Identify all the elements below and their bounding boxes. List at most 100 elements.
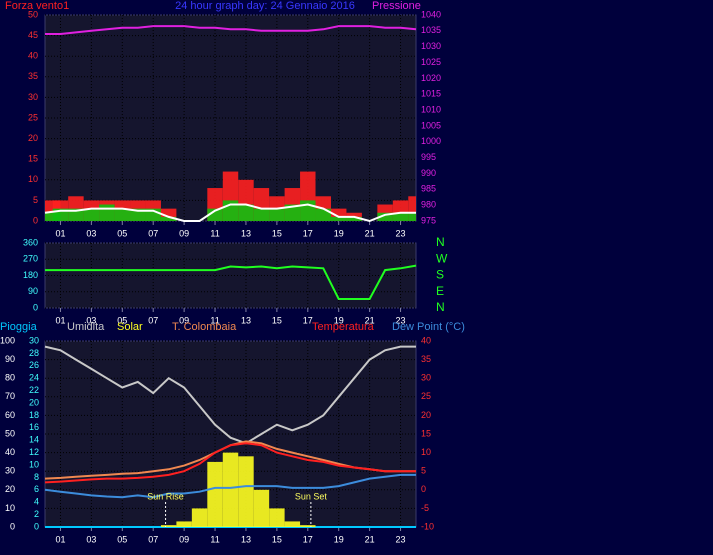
bar bbox=[269, 208, 285, 221]
y-tick-label: 30 bbox=[28, 92, 38, 102]
series-line bbox=[45, 25, 417, 35]
legend-label: Dew Point (°C) bbox=[392, 321, 465, 333]
y2-tick-label: 40 bbox=[421, 335, 431, 345]
y2-tick-label: 1035 bbox=[421, 25, 441, 35]
y2-tick-label: 35 bbox=[421, 354, 431, 364]
y2-tick-label: 985 bbox=[421, 184, 436, 194]
y-tick-label: 360 bbox=[23, 237, 38, 247]
bar bbox=[300, 525, 316, 527]
y3-tick-label: 18 bbox=[29, 410, 39, 420]
y-tick-label: 270 bbox=[23, 254, 38, 264]
y-tick-label: 40 bbox=[5, 447, 15, 457]
x-tick-label: 09 bbox=[179, 315, 189, 325]
x-tick-label: 07 bbox=[148, 228, 158, 238]
x-tick-label: 13 bbox=[241, 228, 251, 238]
x-tick-label: 19 bbox=[334, 228, 344, 238]
y2-tick-label: 25 bbox=[421, 391, 431, 401]
bar bbox=[269, 508, 285, 527]
x-tick-label: 17 bbox=[303, 315, 313, 325]
y-tick-label: 50 bbox=[5, 428, 15, 438]
bar bbox=[207, 461, 223, 527]
bar bbox=[408, 196, 416, 221]
x-tick-label: 11 bbox=[210, 228, 219, 238]
y3-tick-label: 26 bbox=[29, 360, 39, 370]
x-tick-label: 21 bbox=[365, 228, 375, 238]
x-tick-label: 15 bbox=[272, 315, 282, 325]
bar bbox=[222, 452, 239, 527]
legend-label: Solar bbox=[117, 321, 143, 333]
y-tick-label: 5 bbox=[33, 195, 38, 205]
y2-tick-label: 1040 bbox=[421, 9, 441, 19]
x-tick-label: 01 bbox=[55, 228, 65, 238]
series-line bbox=[44, 473, 416, 499]
y-tick-label: 15 bbox=[28, 154, 38, 164]
bar bbox=[392, 212, 409, 221]
y3-tick-label: 2 bbox=[34, 509, 39, 519]
y2-tick-label: 1020 bbox=[421, 73, 441, 83]
y3-tick-label: 22 bbox=[29, 385, 39, 395]
x-tick-label: 23 bbox=[396, 315, 406, 325]
x-tick-label: 07 bbox=[148, 315, 158, 325]
bar bbox=[346, 216, 362, 221]
y-tick-label: 35 bbox=[28, 71, 38, 81]
y3-tick-label: 14 bbox=[29, 435, 39, 445]
legend-label: Umidita bbox=[67, 321, 105, 333]
y2-tick-label: 1025 bbox=[421, 57, 441, 67]
y-tick-label: 80 bbox=[5, 373, 15, 383]
x-tick-label: 03 bbox=[86, 315, 96, 325]
bar bbox=[68, 208, 84, 221]
y-tick-label: 60 bbox=[5, 410, 15, 420]
y3-tick-label: 6 bbox=[34, 484, 39, 494]
y2-tick-label: E bbox=[436, 284, 444, 298]
y3-tick-label: 16 bbox=[29, 422, 39, 432]
y-tick-label: 45 bbox=[28, 30, 38, 40]
y2-tick-label: 990 bbox=[421, 168, 436, 178]
y2-tick-label: 995 bbox=[421, 152, 436, 162]
legend-label: Temperatura bbox=[312, 321, 375, 333]
bar bbox=[130, 208, 146, 221]
y-tick-label: 0 bbox=[10, 521, 15, 531]
x-tick-label: 13 bbox=[241, 315, 251, 325]
bar bbox=[377, 212, 393, 221]
x-tick-label: 03 bbox=[86, 534, 96, 544]
y-tick-label: 50 bbox=[28, 9, 38, 19]
x-tick-label: 09 bbox=[179, 534, 189, 544]
x-tick-label: 13 bbox=[241, 534, 251, 544]
y2-tick-label: 975 bbox=[421, 215, 436, 225]
y3-tick-label: 12 bbox=[29, 447, 39, 457]
y-tick-label: 10 bbox=[5, 503, 15, 513]
x-tick-label: 09 bbox=[179, 228, 189, 238]
bar bbox=[284, 521, 301, 527]
legend-label: Pressione bbox=[372, 0, 421, 12]
y-tick-label: 90 bbox=[5, 354, 15, 364]
y-tick-label: 70 bbox=[5, 391, 15, 401]
x-tick-label: 05 bbox=[117, 228, 127, 238]
y3-tick-label: 28 bbox=[29, 348, 39, 358]
y3-tick-label: 10 bbox=[29, 459, 39, 469]
bar bbox=[160, 216, 177, 221]
y-tick-label: 25 bbox=[28, 112, 38, 122]
series-line bbox=[44, 345, 416, 445]
y2-tick-label: 1000 bbox=[421, 136, 441, 146]
x-tick-label: 17 bbox=[303, 534, 313, 544]
bar bbox=[114, 208, 131, 221]
bar bbox=[222, 200, 239, 221]
x-tick-label: 19 bbox=[334, 534, 344, 544]
y3-tick-label: 24 bbox=[29, 373, 39, 383]
bar bbox=[284, 204, 301, 221]
series-line bbox=[45, 264, 417, 300]
legend-label: T. Colombaia bbox=[172, 321, 237, 333]
y2-tick-label: 1015 bbox=[421, 89, 441, 99]
x-tick-label: 01 bbox=[55, 315, 65, 325]
y-tick-label: 0 bbox=[33, 302, 38, 312]
x-tick-label: 15 bbox=[272, 534, 282, 544]
x-tick-label: 19 bbox=[334, 315, 344, 325]
y-tick-label: 0 bbox=[33, 215, 38, 225]
x-tick-label: 01 bbox=[55, 534, 65, 544]
bar bbox=[176, 521, 192, 527]
bar bbox=[238, 456, 254, 527]
bar bbox=[300, 200, 316, 221]
bar bbox=[191, 508, 208, 527]
bar bbox=[83, 208, 100, 221]
annotation-text: Sun Set bbox=[295, 491, 328, 501]
